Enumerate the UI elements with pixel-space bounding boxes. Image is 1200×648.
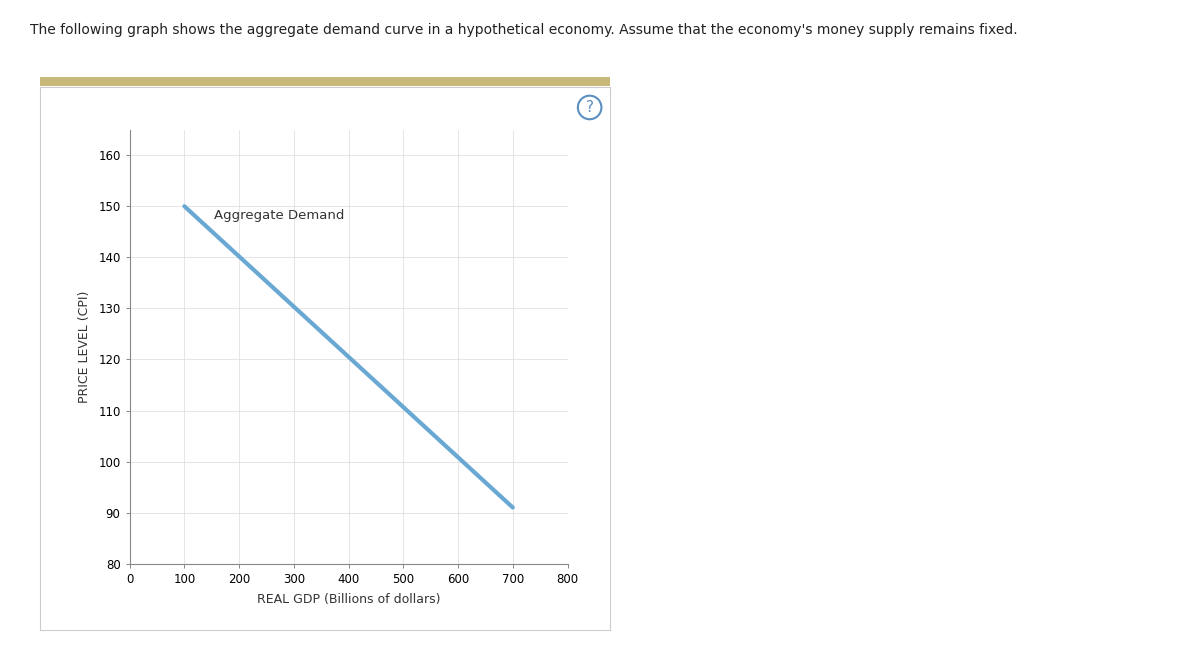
- Text: The following graph shows the aggregate demand curve in a hypothetical economy. : The following graph shows the aggregate …: [30, 23, 1018, 37]
- Text: ?: ?: [586, 100, 594, 115]
- Y-axis label: PRICE LEVEL (CPI): PRICE LEVEL (CPI): [78, 290, 91, 403]
- X-axis label: REAL GDP (Billions of dollars): REAL GDP (Billions of dollars): [257, 593, 440, 606]
- Text: Aggregate Demand: Aggregate Demand: [215, 209, 344, 222]
